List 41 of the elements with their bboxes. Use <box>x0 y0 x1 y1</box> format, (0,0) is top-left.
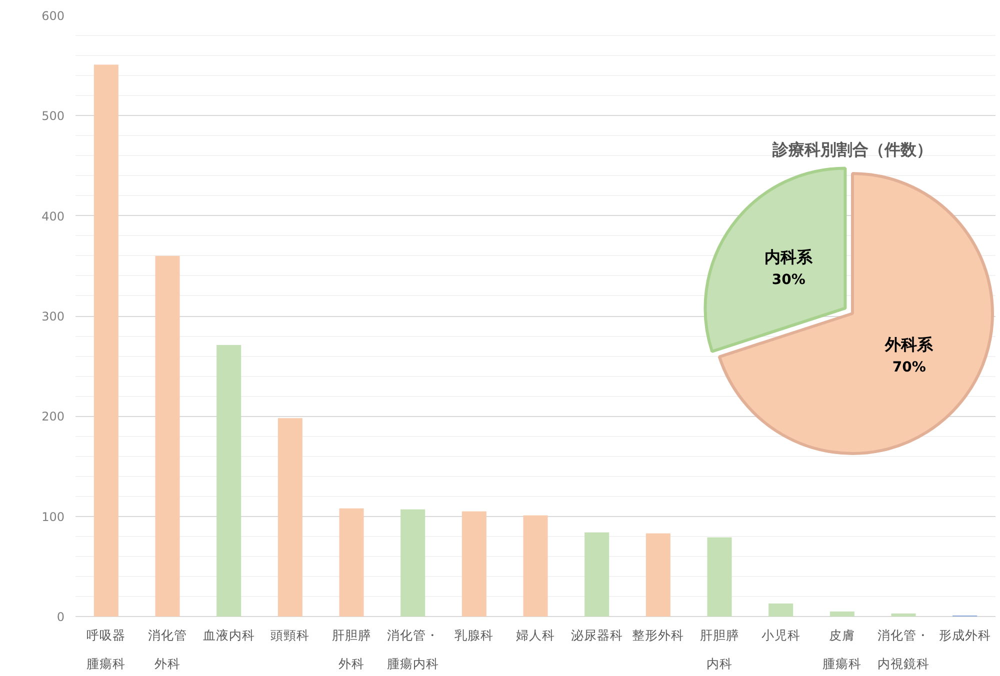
bar <box>523 515 548 616</box>
x-tick-label: 整形外科 <box>632 628 684 642</box>
slice-label: 外科系 <box>884 335 934 354</box>
bar <box>891 613 916 616</box>
bar <box>584 532 610 616</box>
y-tick-label: 0 <box>56 610 65 624</box>
x-tick-label: 呼吸器腫瘍科 <box>86 628 126 671</box>
data-label: 30% <box>772 272 806 288</box>
x-tick-label: 乳腺科 <box>454 628 494 642</box>
y-tick-label: 200 <box>42 410 64 424</box>
x-tick-label: 小児科 <box>761 628 800 642</box>
slice-label: 内科系 <box>764 248 814 267</box>
x-tick-label: 肝胆膵外科 <box>332 628 371 671</box>
bar <box>155 256 180 616</box>
y-tick-label: 300 <box>42 310 64 324</box>
bar <box>707 537 732 616</box>
bar <box>400 509 426 616</box>
y-tick-label: 400 <box>42 209 64 224</box>
x-tick-label: 形成外科 <box>938 628 991 642</box>
bar <box>216 345 242 616</box>
bar <box>462 511 486 616</box>
x-tick-label: 頭頸科 <box>270 628 310 642</box>
x-tick-label: 泌尿器科 <box>570 628 623 642</box>
data-label: 70% <box>892 360 926 376</box>
bar <box>768 603 794 616</box>
bar <box>339 508 364 616</box>
bar <box>278 418 302 616</box>
bar <box>830 611 854 616</box>
y-tick-label: 600 <box>42 9 64 23</box>
x-tick-label: 血液内科 <box>202 628 255 642</box>
x-tick-label: 皮膚腫瘍科 <box>822 628 862 671</box>
x-tick-label: 肝胆膵内科 <box>700 628 739 671</box>
x-tick-label: 婦人科 <box>516 628 555 642</box>
bar <box>94 64 118 616</box>
x-tick-label: 消化管外科 <box>148 628 187 671</box>
x-tick-label: 消化管・内視鏡科 <box>878 628 930 671</box>
bar <box>646 533 670 616</box>
y-tick-label: 100 <box>42 510 64 524</box>
x-tick-label: 消化管・腫瘍内科 <box>386 628 439 671</box>
chart-title: 診療科別割合（件数） <box>772 140 932 159</box>
y-tick-label: 500 <box>42 109 64 124</box>
